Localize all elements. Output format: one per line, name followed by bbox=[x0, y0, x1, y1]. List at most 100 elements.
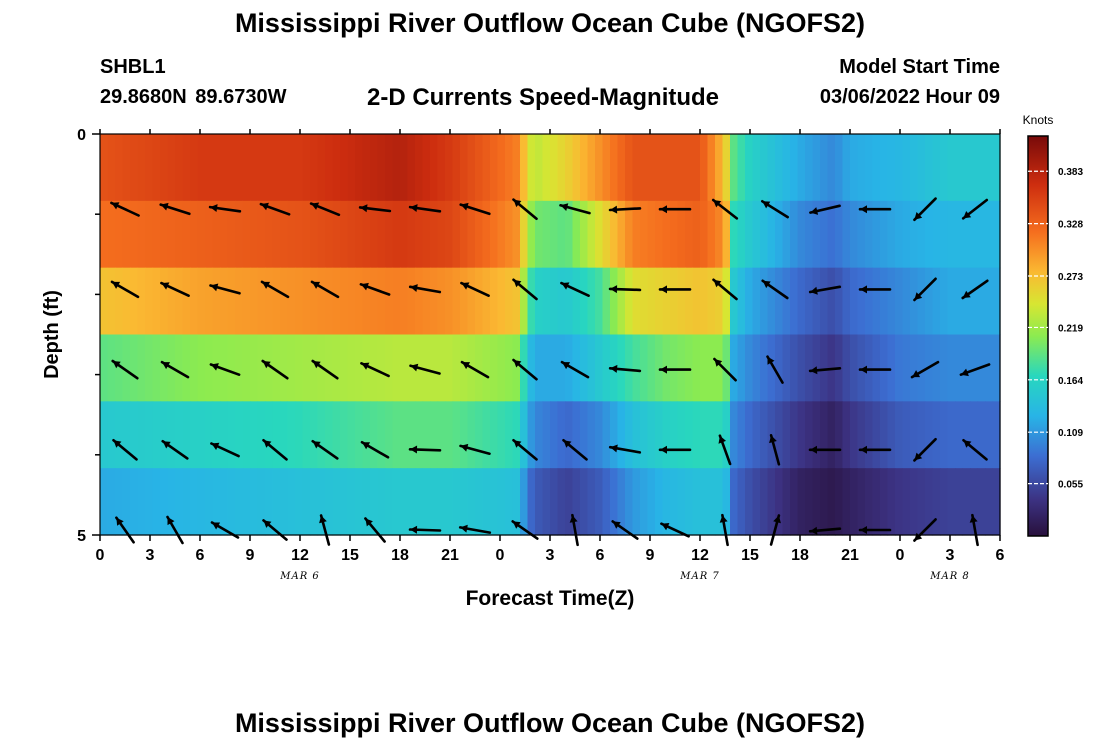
heatmap-cell bbox=[640, 334, 649, 402]
heatmap-cell bbox=[295, 401, 304, 469]
heatmap-cell bbox=[595, 334, 604, 402]
heatmap-cell bbox=[325, 334, 334, 402]
heatmap-cell bbox=[272, 468, 281, 536]
heatmap-cell bbox=[955, 200, 964, 269]
heatmap-cell bbox=[130, 401, 139, 469]
heatmap-cell bbox=[505, 401, 514, 469]
heatmap-cell bbox=[700, 267, 709, 336]
colorbar-tick-label: 0.109 bbox=[1058, 428, 1083, 439]
heatmap-cell bbox=[100, 134, 109, 202]
heatmap-cell bbox=[692, 200, 701, 269]
heatmap-cell bbox=[910, 401, 919, 469]
colorbar-tick-label: 0.273 bbox=[1058, 272, 1083, 283]
current-vector bbox=[769, 514, 781, 546]
heatmap-cell bbox=[745, 334, 754, 402]
heatmap-cell bbox=[340, 334, 349, 402]
colorbar-tick-label: 0.328 bbox=[1058, 220, 1083, 231]
current-vector bbox=[910, 360, 940, 379]
heatmap-cell bbox=[872, 134, 881, 202]
heatmap-cell bbox=[910, 200, 919, 269]
heatmap-cell bbox=[197, 134, 206, 202]
heatmap-cell bbox=[475, 334, 484, 402]
heatmap-cell bbox=[347, 134, 356, 202]
heatmap-cell bbox=[265, 267, 274, 336]
heatmap-cell bbox=[332, 334, 341, 402]
heatmap-cell bbox=[985, 200, 994, 269]
heatmap-cell bbox=[617, 401, 626, 469]
current-vector bbox=[718, 434, 732, 466]
heatmap-cell bbox=[205, 401, 214, 469]
current-vector bbox=[961, 198, 989, 220]
heatmap-cell bbox=[790, 267, 799, 336]
heatmap-cell bbox=[400, 267, 409, 336]
heatmap-cell bbox=[227, 334, 236, 402]
heatmap-cell bbox=[932, 200, 941, 269]
heatmap-cell bbox=[152, 200, 161, 269]
heatmap-cell bbox=[925, 267, 934, 336]
heatmap-cell bbox=[257, 401, 266, 469]
heatmap-cell bbox=[280, 134, 289, 202]
heatmap-cell bbox=[685, 468, 694, 536]
heatmap-cell bbox=[595, 401, 604, 469]
heatmap-cell bbox=[310, 200, 319, 269]
heatmap-cell bbox=[175, 334, 184, 402]
heatmap-cell bbox=[932, 267, 941, 336]
current-vector bbox=[608, 205, 642, 214]
heatmap-cell bbox=[775, 200, 784, 269]
heatmap-cell bbox=[190, 334, 199, 402]
heatmap-cell bbox=[137, 200, 146, 269]
heatmap-cell bbox=[842, 267, 851, 336]
heatmap-cell bbox=[430, 267, 439, 336]
heatmap-cell bbox=[332, 401, 341, 469]
heatmap-cell bbox=[452, 334, 461, 402]
current-vector bbox=[111, 359, 139, 380]
heatmap-cell bbox=[925, 401, 934, 469]
heatmap-cell bbox=[880, 134, 889, 202]
heatmap-cell bbox=[280, 267, 289, 336]
heatmap-cell bbox=[377, 134, 386, 202]
heatmap-cell bbox=[437, 468, 446, 536]
heatmap-cell bbox=[850, 200, 859, 269]
heatmap-cell bbox=[992, 401, 1001, 469]
x-tick-label: 3 bbox=[546, 547, 555, 564]
heatmap-cell bbox=[587, 401, 596, 469]
heatmap-cell bbox=[287, 468, 296, 536]
heatmap-cell bbox=[212, 200, 221, 269]
x-axis-label: Forecast Time(Z) bbox=[466, 587, 635, 610]
heatmap-cell bbox=[362, 267, 371, 336]
current-vector bbox=[713, 357, 737, 382]
heatmap-cell bbox=[205, 200, 214, 269]
heatmap-cell bbox=[932, 401, 941, 469]
x-tick-label: 18 bbox=[391, 547, 409, 564]
heatmap-cell bbox=[992, 334, 1001, 402]
heatmap-cell bbox=[505, 267, 514, 336]
heatmap-cell bbox=[497, 468, 506, 536]
heatmap-cell bbox=[160, 401, 169, 469]
heatmap-cell bbox=[707, 334, 716, 402]
heatmap-cell bbox=[272, 200, 281, 269]
heatmap-cell bbox=[212, 468, 221, 536]
heatmap-cell bbox=[805, 468, 814, 536]
heatmap-cell bbox=[542, 468, 551, 536]
heatmap-cell bbox=[182, 468, 191, 536]
heatmap-cell bbox=[647, 200, 656, 269]
heatmap-cell bbox=[317, 267, 326, 336]
heatmap-cell bbox=[475, 401, 484, 469]
heatmap-cell bbox=[587, 200, 596, 269]
heatmap-cell bbox=[895, 334, 904, 402]
heatmap-cell bbox=[752, 468, 761, 536]
x-tick-label: 9 bbox=[646, 547, 655, 564]
current-vector bbox=[208, 204, 242, 213]
heatmap-cell bbox=[535, 267, 544, 336]
heatmap-cell bbox=[332, 267, 341, 336]
heatmap-cell bbox=[790, 401, 799, 469]
heatmap-cell bbox=[347, 401, 356, 469]
heatmap-cell bbox=[700, 334, 709, 402]
heatmap-cell bbox=[190, 468, 199, 536]
heatmap-cell bbox=[647, 468, 656, 536]
heatmap-cell bbox=[752, 267, 761, 336]
current-vector bbox=[359, 282, 391, 296]
x-tick-label: 12 bbox=[691, 547, 709, 564]
heatmap-cell bbox=[467, 468, 476, 536]
heatmap-cell bbox=[107, 468, 116, 536]
